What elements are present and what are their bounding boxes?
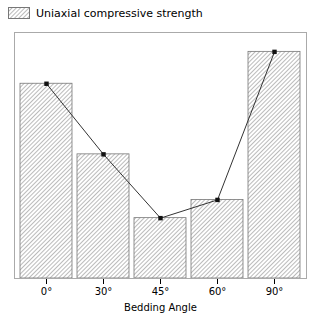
svg-text:60°: 60° xyxy=(209,286,227,297)
svg-text:30°: 30° xyxy=(95,286,113,297)
svg-text:0°: 0° xyxy=(41,286,52,297)
svg-text:45°: 45° xyxy=(152,286,170,297)
html-text:Uniaxial compressive strength: Uniaxial compressive strength xyxy=(36,6,203,20)
svg-text:90°: 90° xyxy=(266,286,284,297)
svg-text:Bedding Angle: Bedding Angle xyxy=(124,302,197,313)
